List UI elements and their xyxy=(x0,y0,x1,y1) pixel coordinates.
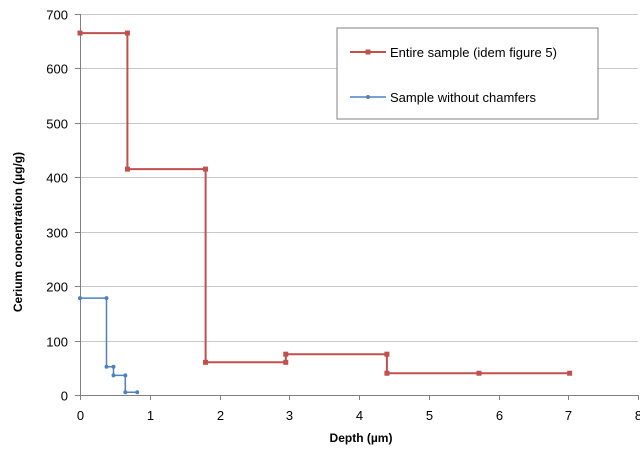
data-point-entire-sample-9 xyxy=(476,370,482,376)
y-tick-label-700: 700 xyxy=(46,8,68,23)
data-point-entire-sample-1 xyxy=(124,30,130,36)
axes xyxy=(75,14,639,400)
data-point-without-chamfers-3 xyxy=(111,364,116,369)
legend-box xyxy=(336,27,599,120)
data-point-without-chamfers-0 xyxy=(78,296,82,301)
data-point-without-chamfers-5 xyxy=(123,373,128,378)
data-point-entire-sample-2 xyxy=(124,166,130,172)
x-tick-label-7: 7 xyxy=(565,408,572,423)
legend-marker-entire-sample xyxy=(365,49,371,55)
data-point-without-chamfers-1 xyxy=(104,296,109,301)
legend: Entire sample (idem figure 5) Sample wit… xyxy=(336,27,599,120)
y-tick-label-500: 500 xyxy=(46,117,68,132)
data-point-entire-sample-6 xyxy=(283,351,289,357)
legend-label-entire-sample: Entire sample (idem figure 5) xyxy=(390,45,557,60)
x-axis-title: Depth (µm) xyxy=(330,431,393,445)
legend-marker-without-chamfers xyxy=(366,95,370,99)
y-axis-title: Cerium concentration (µg/g) xyxy=(11,152,25,312)
data-point-without-chamfers-4 xyxy=(111,373,116,378)
data-point-entire-sample-3 xyxy=(203,166,209,172)
y-tick-label-300: 300 xyxy=(46,226,68,241)
data-point-without-chamfers-2 xyxy=(104,364,109,369)
data-point-entire-sample-10 xyxy=(567,370,573,376)
y-tick-label-600: 600 xyxy=(46,62,68,77)
legend-label-without-chamfers: Sample without chamfers xyxy=(390,90,536,105)
x-tick-label-4: 4 xyxy=(356,408,363,423)
y-tick-label-200: 200 xyxy=(46,280,68,295)
x-tick-label-8: 8 xyxy=(635,408,640,423)
data-series xyxy=(77,30,573,395)
x-tick-label-6: 6 xyxy=(496,408,503,423)
x-tick-label-0: 0 xyxy=(77,408,84,423)
data-point-without-chamfers-6 xyxy=(123,390,128,395)
tick-labels: 0 100 200 300 400 500 600 700 0 1 2 3 4 5 6 7 8 xyxy=(46,8,640,424)
x-tick-label-2: 2 xyxy=(217,408,224,423)
data-point-entire-sample-4 xyxy=(203,359,209,365)
y-tick-label-400: 400 xyxy=(46,171,68,186)
x-tick-label-5: 5 xyxy=(426,408,433,423)
data-point-entire-sample-8 xyxy=(384,370,390,376)
x-tick-label-3: 3 xyxy=(286,408,293,423)
y-tick-label-100: 100 xyxy=(46,335,68,350)
x-tick-label-1: 1 xyxy=(147,408,154,423)
series-line-without-chamfers xyxy=(80,297,138,394)
data-point-entire-sample-0 xyxy=(77,30,83,36)
data-point-without-chamfers-7 xyxy=(135,390,140,395)
y-tick-label-0: 0 xyxy=(61,389,68,404)
data-point-entire-sample-5 xyxy=(283,359,289,365)
data-point-entire-sample-7 xyxy=(384,351,390,357)
